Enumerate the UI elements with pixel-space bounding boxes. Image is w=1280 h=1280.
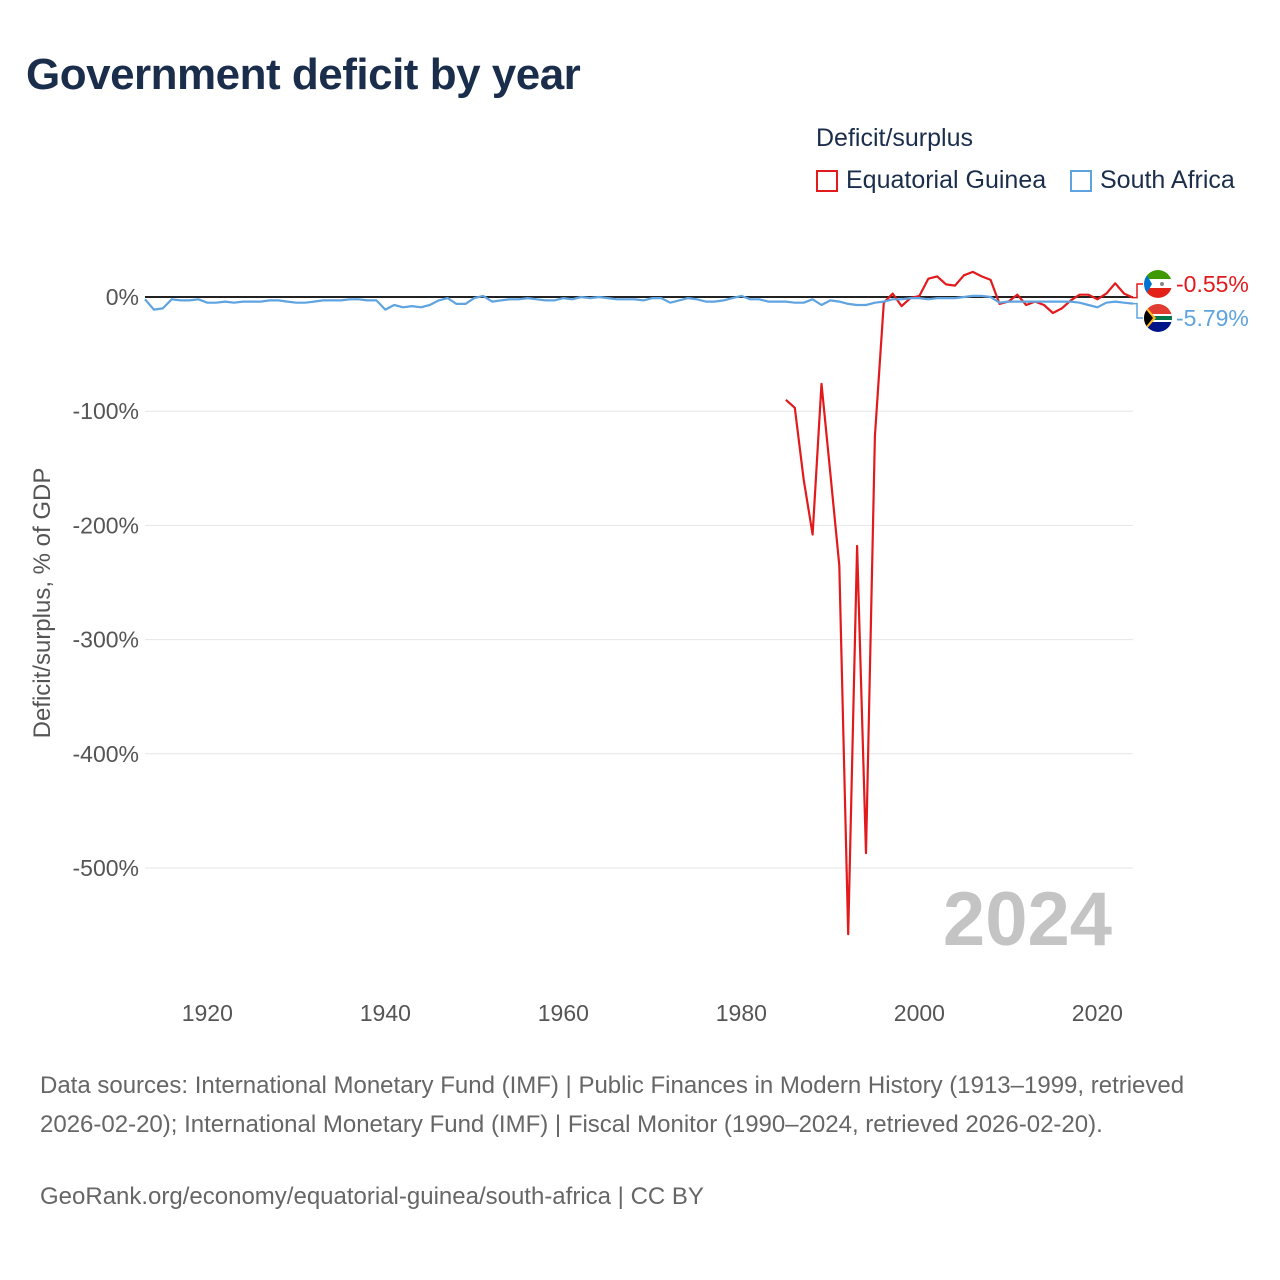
x-tick-label: 1940: [360, 1000, 411, 1026]
x-tick-label: 1960: [538, 1000, 589, 1026]
x-tick-label: 2000: [894, 1000, 945, 1026]
grid-lines: [145, 296, 1133, 869]
equatorial-guinea-flag-icon: [1144, 270, 1172, 298]
legend-item-equatorial-guinea[interactable]: Equatorial Guinea: [816, 166, 1046, 195]
credit-link[interactable]: GeoRank.org/economy/equatorial-guinea/so…: [40, 1183, 704, 1210]
page-title: Government deficit by year: [26, 50, 581, 99]
end-markers: [1144, 270, 1172, 332]
legend-label-equatorial-guinea: Equatorial Guinea: [846, 166, 1047, 194]
y-tick-label: -200%: [73, 512, 139, 538]
y-axis-label: Deficit/surplus, % of GDP: [29, 468, 56, 739]
y-tick-label: -500%: [73, 855, 139, 881]
line-chart: Deficit/surplus, % of GDP 0% -100% -200% -3…: [29, 270, 1249, 1026]
y-tick-label: -100%: [73, 398, 139, 424]
legend-item-south-africa[interactable]: South Africa: [1070, 166, 1235, 195]
series-line-south-africa[interactable]: [144, 294, 1134, 311]
x-tick-label: 1980: [716, 1000, 767, 1026]
end-value-label-south-africa: -5.79%: [1176, 305, 1249, 331]
legend-title: Deficit/surplus: [816, 124, 973, 152]
year-watermark: 2024: [943, 877, 1112, 962]
south-africa-flag-icon: [1144, 304, 1172, 332]
x-tick-label: 2020: [1072, 1000, 1123, 1026]
x-tick-label: 1920: [182, 1000, 233, 1026]
legend-swatch-equatorial-guinea: [816, 169, 838, 192]
legend-swatch-south-africa: [1070, 169, 1092, 192]
series-layer: -0.55% -5.79%: [144, 270, 1249, 936]
y-tick-label: -400%: [73, 741, 139, 767]
y-tick-label: -300%: [73, 627, 139, 653]
end-value-label-equatorial-guinea: -0.55%: [1176, 271, 1249, 297]
end-label-leader: [1133, 302, 1143, 319]
series-line-equatorial-guinea[interactable]: [785, 270, 1134, 936]
y-tick-label: 0%: [106, 284, 139, 310]
axes: Deficit/surplus, % of GDP 0% -100% -200% -3…: [29, 284, 1123, 1026]
source-note: Data sources: International Monetary Fun…: [40, 1072, 1185, 1138]
end-label-leader: [1133, 283, 1143, 299]
legend-label-south-africa: South Africa: [1100, 166, 1235, 194]
